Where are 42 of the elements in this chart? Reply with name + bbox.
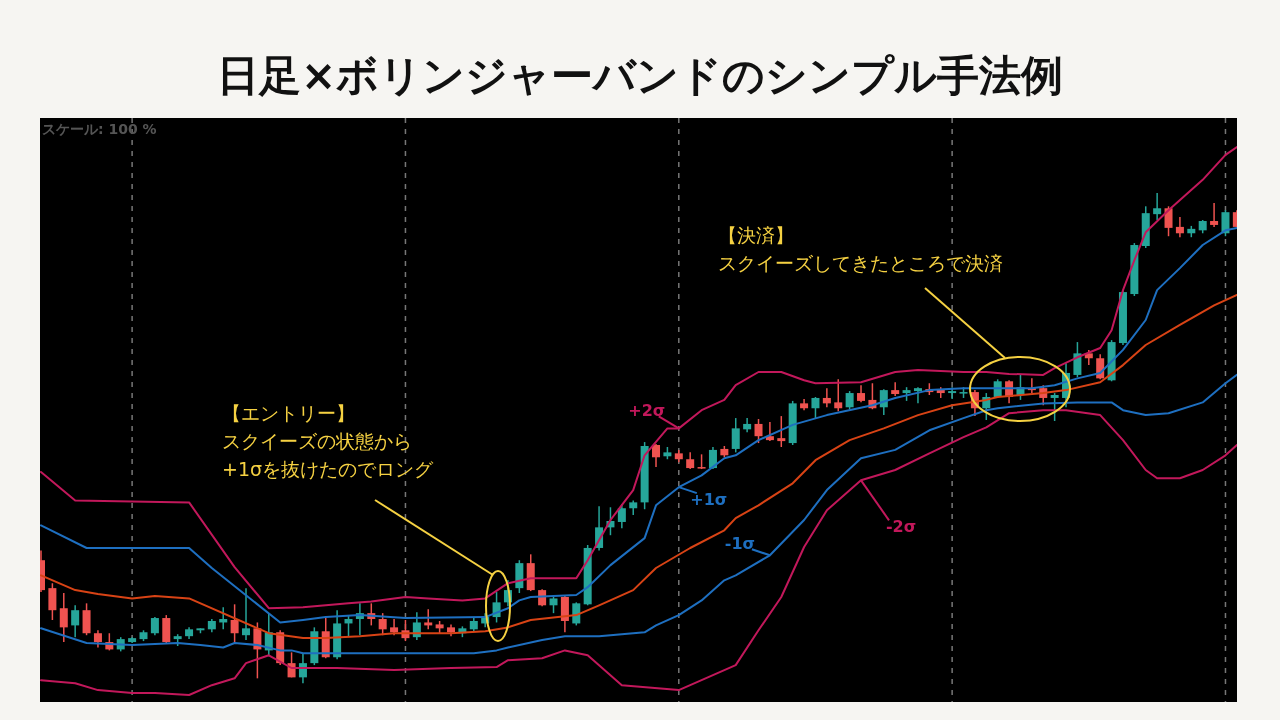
candlestick	[71, 604, 80, 638]
candlestick	[777, 415, 786, 448]
candlestick	[230, 603, 239, 645]
candlestick	[1073, 341, 1082, 379]
candlestick	[708, 446, 717, 470]
candlestick	[242, 587, 251, 641]
candlestick	[765, 421, 774, 442]
series-label: +2σ	[628, 401, 666, 421]
candlestick	[891, 381, 900, 397]
candlestick	[913, 386, 922, 405]
label-series: -2σ	[860, 479, 917, 537]
candlestick	[652, 443, 661, 468]
candlestick	[1210, 202, 1219, 228]
annotation: スクイーズしてきたところで決済	[718, 252, 1003, 274]
candlestick	[1164, 205, 1173, 237]
candlestick	[59, 592, 68, 643]
chart-title: 日足×ボリンジャーバンドのシンプル手法例	[216, 51, 1064, 100]
label-series: +2σ	[628, 401, 680, 430]
label-series: +1σ	[677, 486, 728, 510]
annotation: 【決済】	[718, 224, 794, 246]
annotation: 【エントリー】	[222, 402, 355, 424]
candlestick	[845, 390, 854, 410]
candlestick	[82, 602, 91, 636]
candlestick	[1050, 392, 1059, 422]
candlestick	[731, 417, 740, 454]
annotation: +1σを抜けたのでロング	[222, 458, 435, 480]
candlestick	[344, 615, 353, 637]
candlestick	[617, 503, 626, 530]
text: スケール: 100 %	[42, 121, 157, 137]
candlestick	[754, 418, 763, 444]
candlestick	[834, 378, 843, 412]
candlestick	[424, 608, 433, 631]
candlestick	[1221, 209, 1230, 237]
candlestick	[1153, 192, 1162, 221]
series-label: +1σ	[690, 490, 728, 510]
candlestick	[822, 387, 831, 409]
candlestick	[811, 396, 820, 419]
legend-label: -1σ	[724, 534, 756, 554]
candlestick	[150, 616, 159, 636]
candlestick	[1175, 216, 1184, 238]
annotation: スクイーズの状態から	[222, 430, 412, 452]
candlestick	[48, 582, 57, 621]
